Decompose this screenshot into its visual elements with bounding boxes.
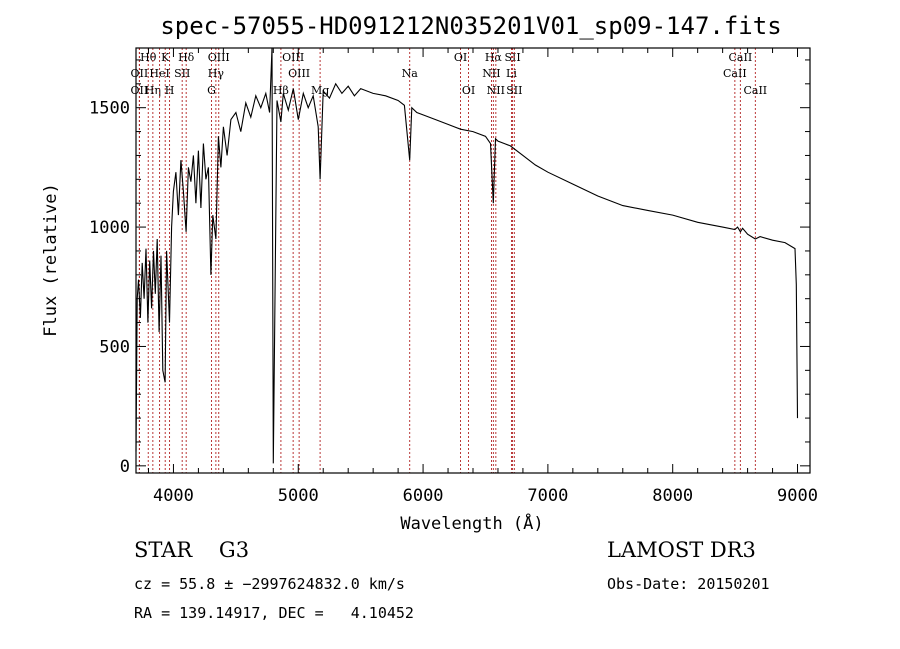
x-tick-label: 9000 xyxy=(777,486,818,506)
y-tick-label: 1500 xyxy=(89,99,130,119)
spectral-line-label: Na xyxy=(402,67,419,80)
obs-date: Obs-Date: 20150201 xyxy=(607,575,770,593)
spectral-line-label: H xyxy=(165,84,175,97)
y-axis-label: Flux (relative) xyxy=(41,183,61,337)
spectral-line-label: SII xyxy=(174,67,190,80)
x-tick-label: 7000 xyxy=(527,486,568,506)
spectral-line-label: Hη xyxy=(145,84,161,97)
spectral-line-label: NII xyxy=(482,67,500,80)
ra-dec-text: RA = 139.14917, DEC = 4.10452 xyxy=(134,604,414,622)
spectrum-series xyxy=(135,47,799,464)
spectral-line-label: OIII xyxy=(288,67,310,80)
spectral-line-label: OI xyxy=(454,51,467,64)
spectral-line-label: G xyxy=(207,84,216,97)
spectral-line-label: CaII xyxy=(743,84,767,97)
spectral-line-label: Hβ xyxy=(273,84,289,97)
y-axis-ticks: 0 500 1000 1500 xyxy=(89,59,810,477)
spectrum-line xyxy=(135,47,799,464)
x-axis-ticks: 4000 5000 6000 7000 8000 9000 xyxy=(147,48,818,506)
spectral-line-label: Hα xyxy=(485,51,503,64)
spectral-line-label: Mg xyxy=(311,84,329,97)
x-tick-label: 6000 xyxy=(403,486,444,506)
spectral-line-markers: HθOIIOIIHηHeIKHSIIHδHγGOIIIHβOIIIOIIIMgN… xyxy=(131,48,767,473)
spectral-line-label: Li xyxy=(506,67,517,80)
spectral-line-label: CaII xyxy=(723,67,747,80)
redshift-text: cz = 55.8 ± −2997624832.0 km/s xyxy=(134,575,405,593)
spectral-line-label: OII xyxy=(131,84,149,97)
x-tick-label: 5000 xyxy=(278,486,319,506)
spectral-line-label: Hγ xyxy=(208,67,225,80)
x-tick-label: 8000 xyxy=(652,486,693,506)
spectral-line-label: NII xyxy=(487,84,505,97)
y-tick-label: 1000 xyxy=(89,218,130,238)
spectral-line-label: HeI xyxy=(149,67,169,80)
y-tick-label: 0 xyxy=(120,457,130,477)
spectral-line-label: K xyxy=(161,51,170,64)
spectral-line-label: SII xyxy=(506,84,522,97)
x-axis-label: Wavelength (Å) xyxy=(400,512,543,534)
spectral-line-label: SII xyxy=(504,51,520,64)
spectral-line-label: Hδ xyxy=(178,51,195,64)
survey-name: LAMOST DR3 xyxy=(607,538,756,562)
x-tick-label: 4000 xyxy=(153,486,194,506)
plot-frame xyxy=(135,47,811,474)
spectral-line-label: OIII xyxy=(282,51,304,64)
object-class: STAR G3 xyxy=(134,538,250,562)
spectral-line-label: OIII xyxy=(208,51,230,64)
spectral-line-label: CaII xyxy=(729,51,753,64)
chart-title: spec-57055-HD091212N035201V01_sp09-147.f… xyxy=(160,12,781,40)
y-tick-label: 500 xyxy=(99,337,130,357)
spectral-line-label: OI xyxy=(462,84,475,97)
